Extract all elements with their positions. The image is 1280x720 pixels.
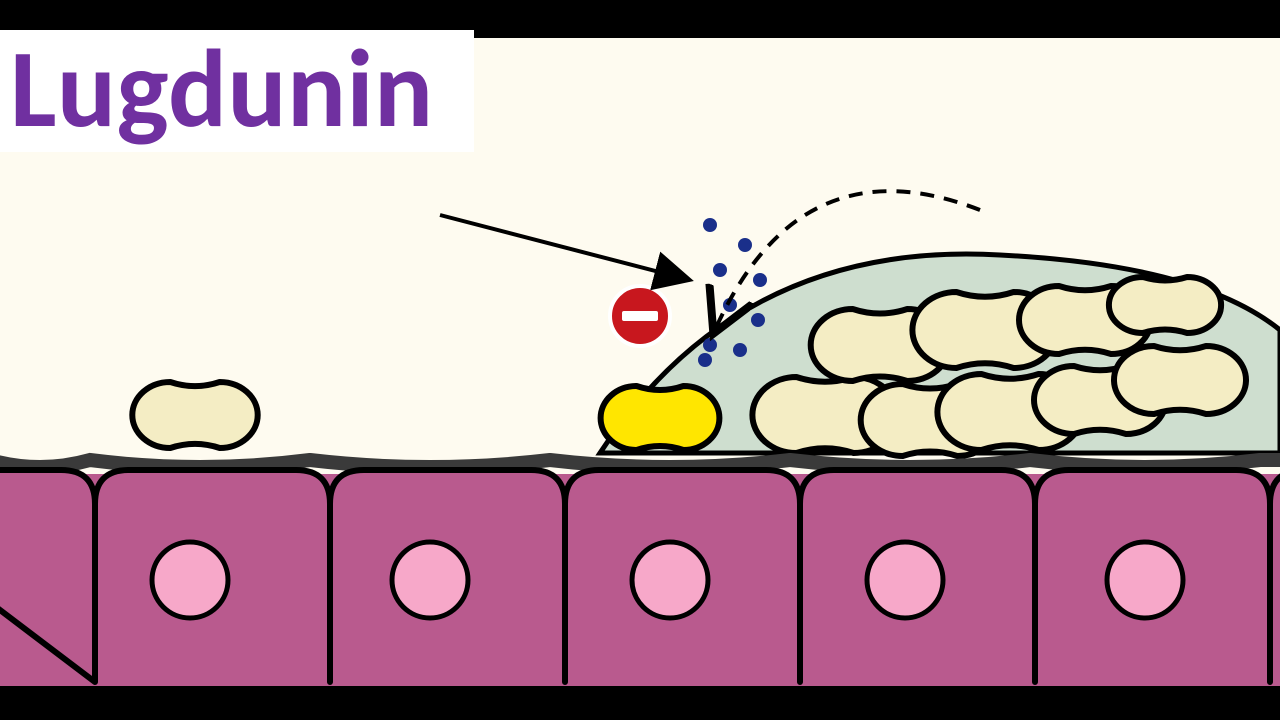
nucleus-2 [632,542,708,618]
molecule-dot-1 [738,238,752,252]
inhibit-bar [622,311,658,321]
title-box: Lugdunin [0,30,474,152]
nucleus-0 [152,542,228,618]
target-bacterium [601,386,720,450]
molecule-dot-2 [713,263,727,277]
molecule-dot-6 [703,338,717,352]
cluster-bacterium-4 [1114,346,1246,414]
molecule-dot-8 [698,353,712,367]
nucleus-4 [1107,542,1183,618]
diagram-stage: Lugdunin [0,0,1280,720]
molecule-dot-7 [733,343,747,357]
letterbox-bottom [0,682,1280,720]
nucleus-1 [392,542,468,618]
title-text: Lugdunin [10,21,434,156]
molecule-dot-0 [703,218,717,232]
lone-bacterium [132,382,257,448]
molecule-dot-3 [753,273,767,287]
apical-membrane [0,460,1280,467]
nucleus-3 [867,542,943,618]
cluster-bacterium-8 [1109,277,1221,333]
molecule-dot-5 [751,313,765,327]
